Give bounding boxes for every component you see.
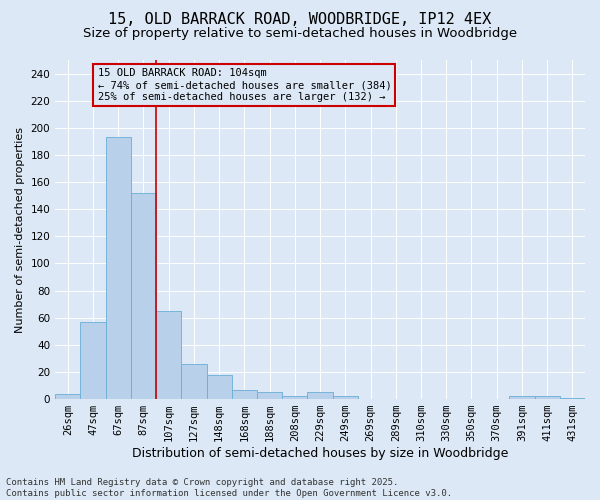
Bar [106, 138, 131, 399]
Bar [232, 390, 257, 399]
Bar [282, 396, 307, 399]
Y-axis label: Number of semi-detached properties: Number of semi-detached properties [15, 126, 25, 332]
Text: 15, OLD BARRACK ROAD, WOODBRIDGE, IP12 4EX: 15, OLD BARRACK ROAD, WOODBRIDGE, IP12 4… [109, 12, 491, 28]
Text: Contains HM Land Registry data © Crown copyright and database right 2025.
Contai: Contains HM Land Registry data © Crown c… [6, 478, 452, 498]
Bar [332, 396, 358, 399]
Text: Size of property relative to semi-detached houses in Woodbridge: Size of property relative to semi-detach… [83, 28, 517, 40]
Bar [307, 392, 332, 399]
Bar [55, 394, 80, 399]
Bar [206, 374, 232, 399]
X-axis label: Distribution of semi-detached houses by size in Woodbridge: Distribution of semi-detached houses by … [132, 447, 508, 460]
Bar [156, 311, 181, 399]
Bar [257, 392, 282, 399]
Bar [181, 364, 206, 399]
Bar [131, 193, 156, 399]
Text: 15 OLD BARRACK ROAD: 104sqm
← 74% of semi-detached houses are smaller (384)
25% : 15 OLD BARRACK ROAD: 104sqm ← 74% of sem… [98, 68, 391, 102]
Bar [560, 398, 585, 399]
Bar [535, 396, 560, 399]
Bar [80, 322, 106, 399]
Bar [509, 396, 535, 399]
